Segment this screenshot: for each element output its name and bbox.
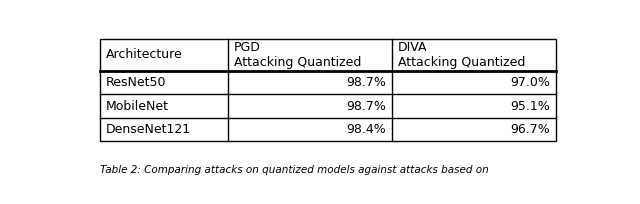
Text: 98.4%: 98.4% — [346, 123, 386, 136]
Text: Architecture: Architecture — [106, 49, 182, 61]
Text: DenseNet121: DenseNet121 — [106, 123, 191, 136]
Text: MobileNet: MobileNet — [106, 100, 169, 112]
Text: DIVA
Attacking Quantized: DIVA Attacking Quantized — [398, 41, 525, 69]
Text: ResNet50: ResNet50 — [106, 76, 166, 89]
Text: PGD
Attacking Quantized: PGD Attacking Quantized — [234, 41, 361, 69]
Text: 96.7%: 96.7% — [511, 123, 550, 136]
Text: 98.7%: 98.7% — [346, 100, 386, 112]
Text: Table 2: Comparing attacks on quantized models against attacks based on: Table 2: Comparing attacks on quantized … — [100, 165, 488, 175]
Text: 98.7%: 98.7% — [346, 76, 386, 89]
Text: 97.0%: 97.0% — [510, 76, 550, 89]
Text: 95.1%: 95.1% — [511, 100, 550, 112]
